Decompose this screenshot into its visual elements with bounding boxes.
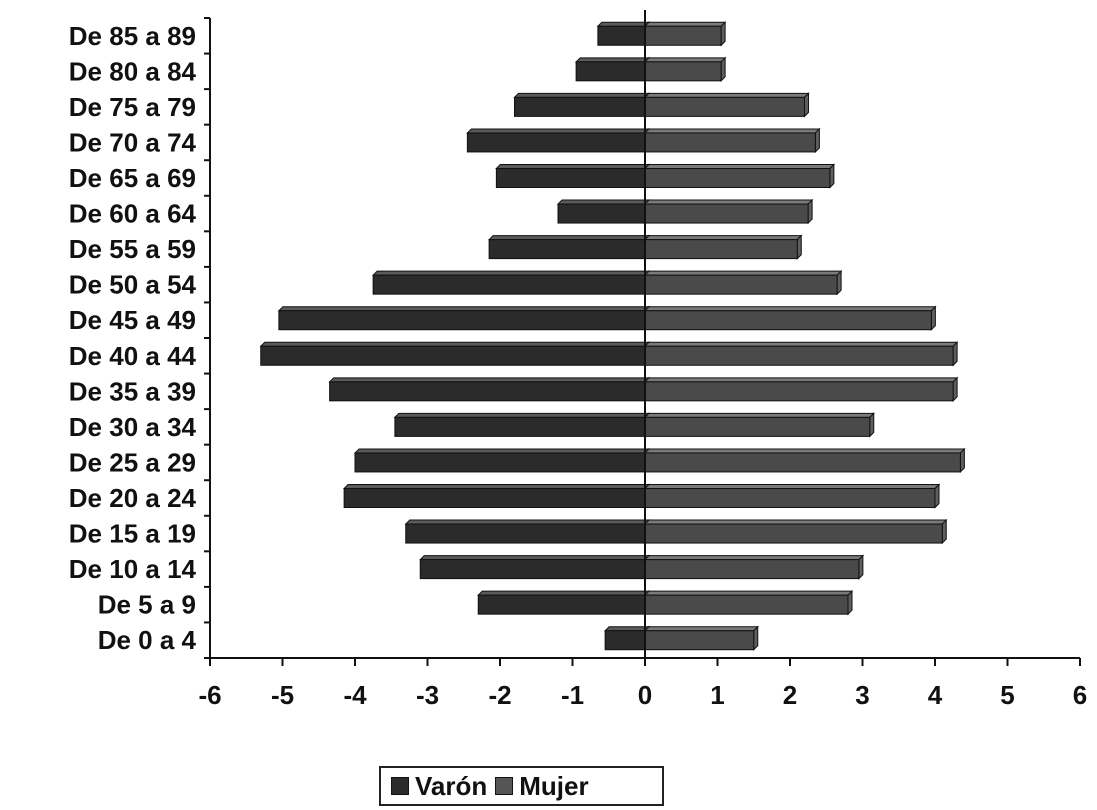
mujer-bar [643, 412, 875, 438]
category-label: De 60 a 64 [69, 199, 197, 229]
mujer-bar [643, 163, 836, 189]
category-label: De 55 a 59 [69, 234, 196, 264]
varon-bar [495, 163, 651, 189]
mujer-bar [643, 341, 959, 367]
category-label: De 35 a 39 [69, 376, 196, 406]
legend-item-varon: Varón [391, 771, 487, 802]
category-label: De 30 a 34 [69, 412, 197, 442]
legend-label-varon: Varón [415, 770, 488, 801]
x-tick-label: -5 [271, 680, 294, 710]
varon-bar [487, 234, 651, 260]
mujer-bar [643, 21, 727, 47]
mujer-bar [643, 483, 941, 509]
category-labels: De 85 a 89 De 80 a 84 De 75 a 79 De 70 a 74… [69, 21, 197, 655]
x-tick-label: -6 [198, 680, 221, 710]
mujer-bar [643, 127, 821, 154]
varon-bar [574, 56, 651, 83]
varon-bar [393, 412, 651, 438]
legend-swatch-mujer [495, 777, 514, 795]
category-label: De 45 a 49 [69, 305, 196, 335]
category-label: De 50 a 54 [69, 270, 197, 300]
mujer-bar [643, 518, 948, 545]
x-tick-label: 0 [638, 680, 652, 710]
varon-bar [259, 341, 651, 367]
mujer-bar [643, 234, 803, 260]
mujer-bar [643, 376, 959, 403]
mujer-bar [643, 92, 810, 118]
category-label: De 20 a 24 [69, 483, 197, 513]
varon-bar [353, 447, 651, 474]
legend: Varón Mujer [379, 766, 664, 806]
category-label: De 80 a 84 [69, 56, 197, 86]
legend-swatch-varon [391, 777, 409, 795]
varon-bars [259, 21, 651, 651]
mujer-bar [643, 305, 937, 331]
x-tick-label: -3 [416, 680, 439, 710]
category-label: De 10 a 14 [69, 554, 197, 584]
x-tick-labels: -6 -5 -4 -3 -2 -1 0 1 2 3 4 5 6 [198, 680, 1087, 710]
category-label: De 70 a 74 [69, 127, 197, 157]
mujer-bar [643, 447, 966, 474]
x-tick-label: 2 [783, 680, 797, 710]
category-label: De 75 a 79 [69, 92, 196, 122]
category-label: De 25 a 29 [69, 447, 196, 477]
x-tick-label: -1 [561, 680, 584, 710]
varon-bar [477, 589, 651, 616]
varon-bar [513, 92, 651, 118]
mujer-bar [643, 198, 814, 225]
mujer-bar [643, 56, 727, 83]
varon-bar [556, 198, 651, 225]
x-tick-label: 3 [855, 680, 869, 710]
varon-bar [404, 518, 651, 545]
legend-label-mujer: Mujer [519, 770, 589, 801]
x-tick-label: 5 [1000, 680, 1014, 710]
x-tick-label: -2 [488, 680, 511, 710]
mujer-bar [643, 269, 843, 296]
category-label: De 40 a 44 [69, 341, 197, 371]
axes [204, 10, 1081, 666]
x-tick-label: 6 [1073, 680, 1087, 710]
varon-bar [277, 305, 651, 331]
x-tick-label: 1 [710, 680, 724, 710]
varon-bar [603, 625, 651, 651]
mujer-bar [643, 554, 865, 580]
category-label: De 65 a 69 [69, 163, 196, 193]
varon-bar [328, 376, 651, 403]
varon-bar [371, 269, 651, 296]
mujer-bars [643, 21, 966, 651]
x-tick-label: 4 [928, 680, 943, 710]
mujer-bar [643, 589, 854, 616]
category-label: De 85 a 89 [69, 21, 196, 51]
category-label: De 0 a 4 [98, 625, 197, 655]
varon-bar [342, 483, 651, 509]
category-label: De 5 a 9 [98, 590, 196, 620]
x-tick-label: -4 [343, 680, 367, 710]
legend-item-mujer: Mujer [495, 770, 589, 802]
varon-bar [596, 21, 651, 47]
varon-bar [466, 127, 651, 154]
varon-bar [419, 554, 651, 580]
category-label: De 15 a 19 [69, 519, 196, 549]
mujer-bar [643, 625, 759, 651]
